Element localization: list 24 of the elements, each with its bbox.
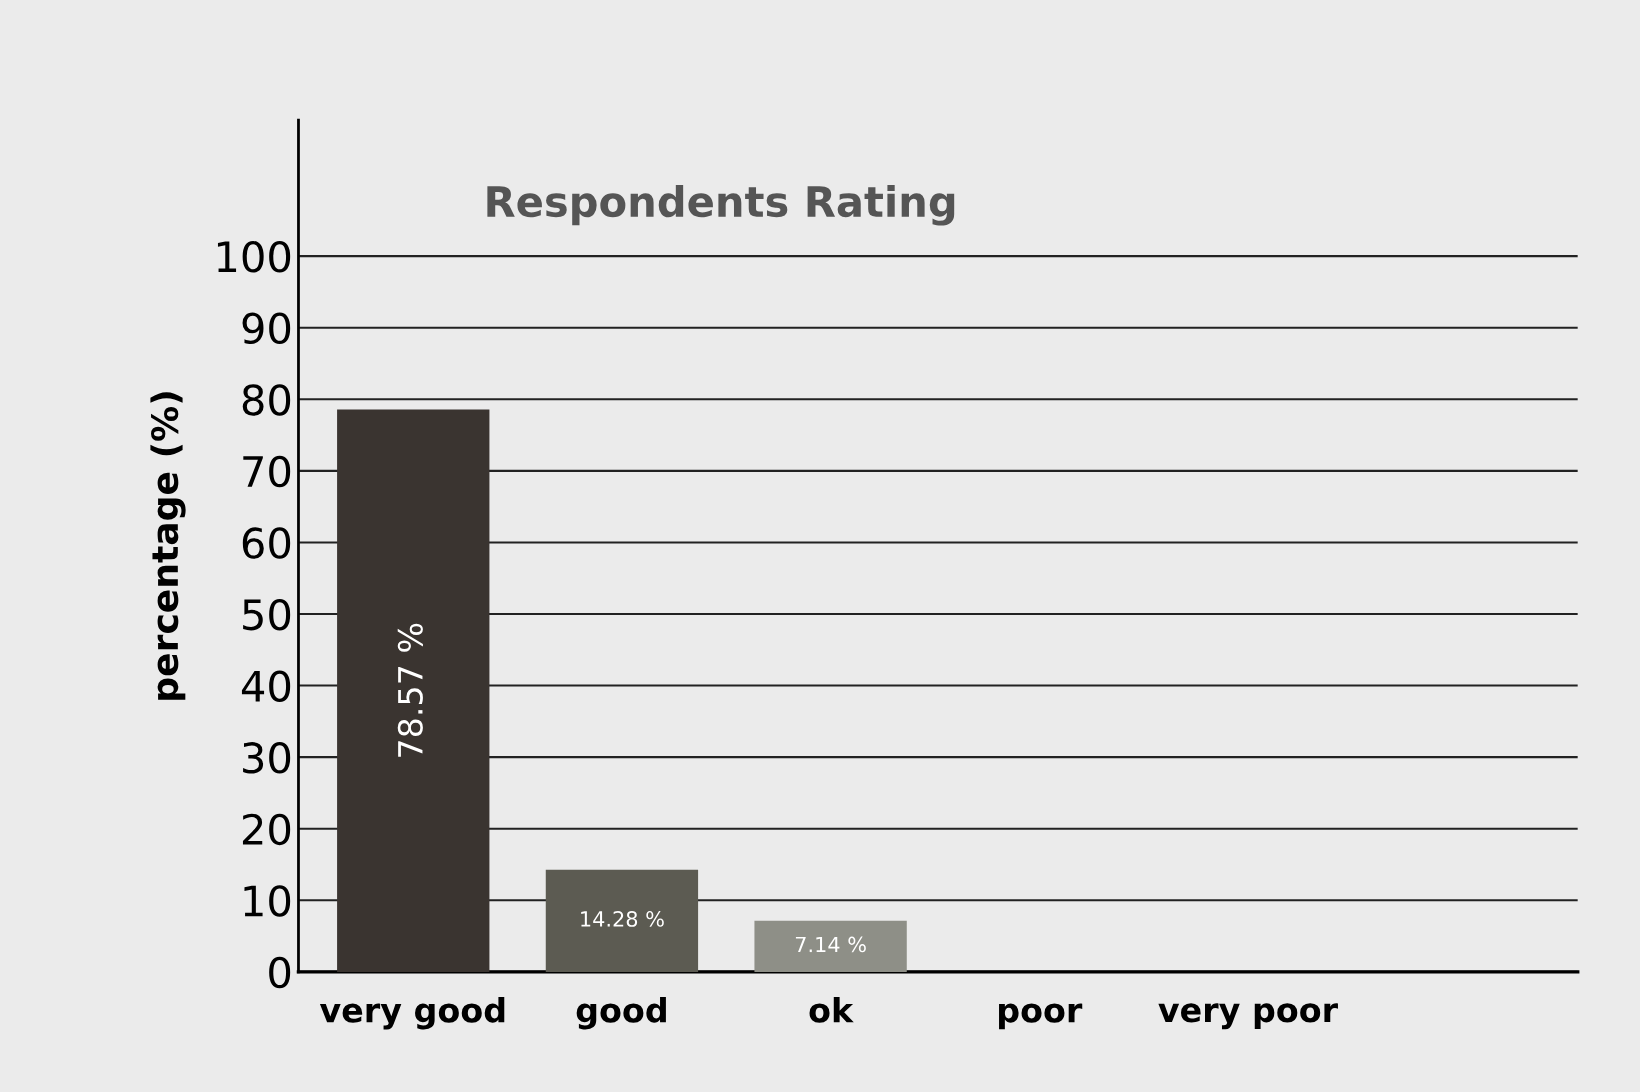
y-tick-label: 50 bbox=[243, 598, 291, 631]
y-tick-label: 60 bbox=[242, 527, 291, 559]
x-tick-label: good bbox=[576, 996, 666, 1030]
x-tick-label: very poor bbox=[1158, 1003, 1338, 1030]
bar bbox=[545, 869, 699, 972]
y-tick-label: 10 bbox=[244, 885, 291, 917]
y-tick-label: 90 bbox=[242, 312, 291, 345]
x-tick-label: very good bbox=[319, 996, 505, 1030]
y-tick-label: 100 bbox=[217, 241, 291, 273]
y-tick-label: 30 bbox=[243, 742, 291, 774]
data-label: 14.28 % bbox=[581, 911, 664, 927]
y-tick-label: 20 bbox=[242, 813, 291, 846]
x-tick-label: poor bbox=[999, 1003, 1083, 1030]
y-tick-label: 80 bbox=[242, 384, 291, 416]
y-tick-label: 40 bbox=[241, 670, 291, 702]
data-label: 7.14 % bbox=[795, 936, 866, 953]
bar bbox=[337, 409, 490, 972]
y-axis-title: percentage (%) bbox=[150, 392, 186, 700]
x-tick-label: ok bbox=[809, 996, 854, 1023]
text: Respondents Rating bbox=[487, 184, 955, 226]
y-tick-label: 70 bbox=[243, 455, 291, 488]
y-tick-label: 0 bbox=[269, 956, 291, 989]
bar bbox=[754, 920, 907, 972]
data-label: 78.57 % bbox=[397, 623, 423, 757]
